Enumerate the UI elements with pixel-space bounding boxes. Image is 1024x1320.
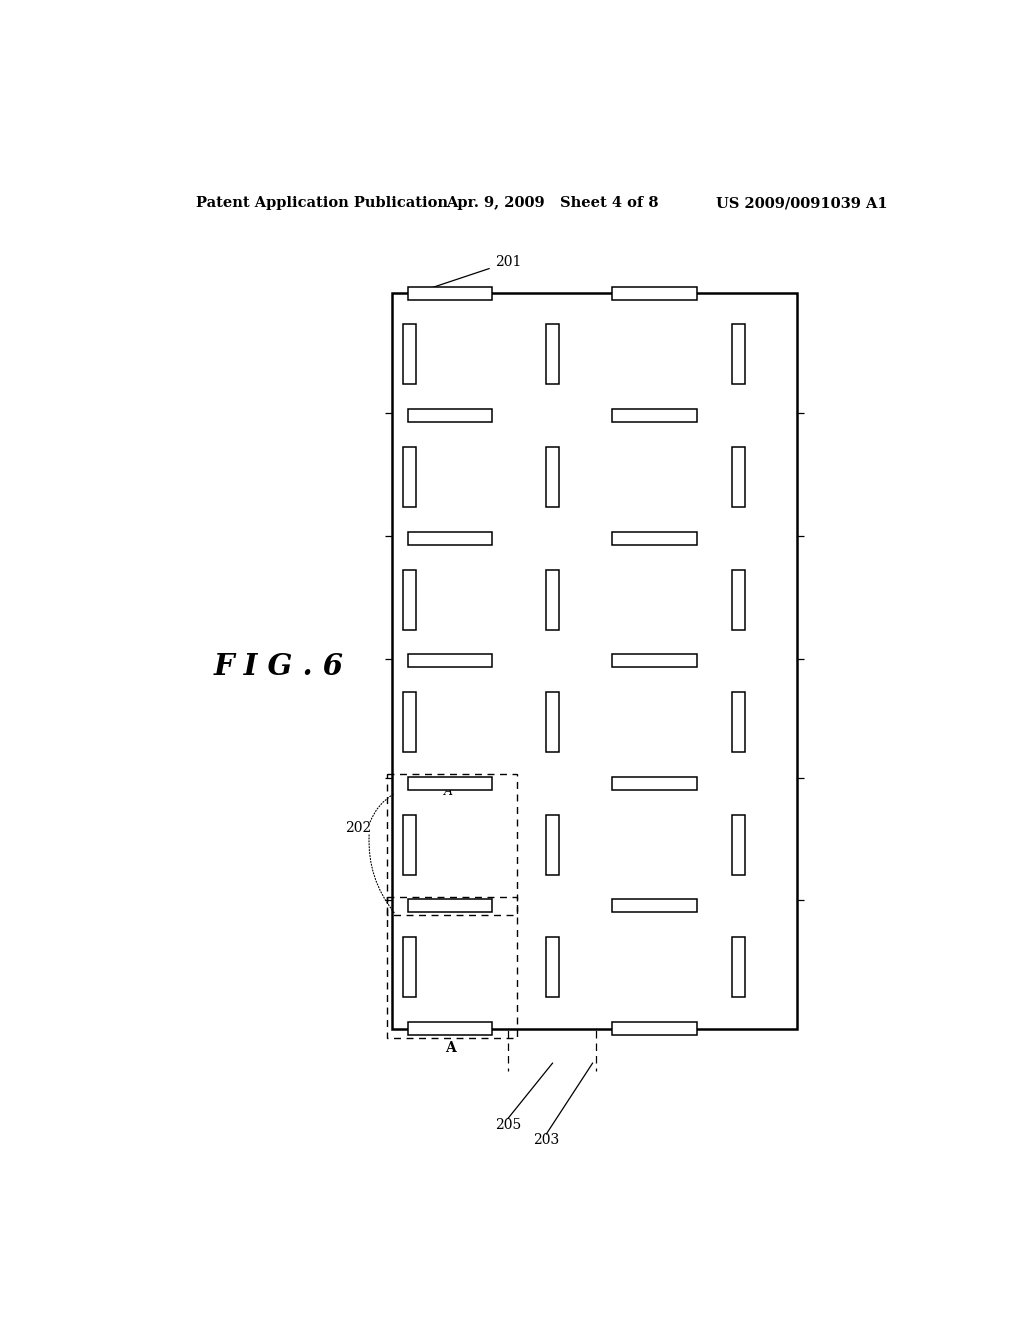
Text: A: A bbox=[444, 1040, 456, 1055]
Bar bbox=[387, 774, 517, 915]
Bar bbox=[732, 447, 745, 507]
Bar bbox=[611, 777, 696, 789]
Bar bbox=[408, 532, 493, 545]
Bar bbox=[546, 447, 559, 507]
Bar bbox=[611, 409, 696, 422]
Bar bbox=[408, 777, 493, 789]
Bar bbox=[732, 937, 745, 997]
Text: 203: 203 bbox=[534, 1133, 559, 1147]
Bar bbox=[402, 937, 416, 997]
Text: F I G . 6: F I G . 6 bbox=[213, 652, 343, 681]
Bar bbox=[611, 1022, 696, 1035]
Bar bbox=[408, 409, 493, 422]
Bar bbox=[546, 814, 559, 875]
Bar bbox=[402, 569, 416, 630]
Bar bbox=[408, 655, 493, 668]
Bar bbox=[611, 899, 696, 912]
Text: US 2009/0091039 A1: US 2009/0091039 A1 bbox=[716, 197, 888, 210]
Bar bbox=[402, 814, 416, 875]
Bar bbox=[546, 569, 559, 630]
Bar bbox=[402, 325, 416, 384]
Bar bbox=[732, 692, 745, 752]
Text: A': A' bbox=[444, 784, 457, 797]
Text: Apr. 9, 2009   Sheet 4 of 8: Apr. 9, 2009 Sheet 4 of 8 bbox=[446, 197, 658, 210]
Bar bbox=[546, 692, 559, 752]
Bar bbox=[402, 447, 416, 507]
Bar bbox=[611, 532, 696, 545]
Text: 202: 202 bbox=[345, 821, 371, 836]
Text: 201: 201 bbox=[418, 255, 521, 292]
Bar bbox=[732, 814, 745, 875]
Bar bbox=[611, 286, 696, 300]
Bar bbox=[408, 1022, 493, 1035]
Bar bbox=[732, 569, 745, 630]
Bar bbox=[387, 896, 517, 1038]
Bar bbox=[392, 293, 797, 1028]
Text: 205: 205 bbox=[495, 1118, 521, 1131]
Bar bbox=[402, 692, 416, 752]
Bar bbox=[408, 899, 493, 912]
Bar bbox=[546, 937, 559, 997]
Text: Patent Application Publication: Patent Application Publication bbox=[196, 197, 449, 210]
Bar bbox=[408, 286, 493, 300]
Bar bbox=[611, 655, 696, 668]
Bar bbox=[546, 325, 559, 384]
Bar bbox=[732, 325, 745, 384]
